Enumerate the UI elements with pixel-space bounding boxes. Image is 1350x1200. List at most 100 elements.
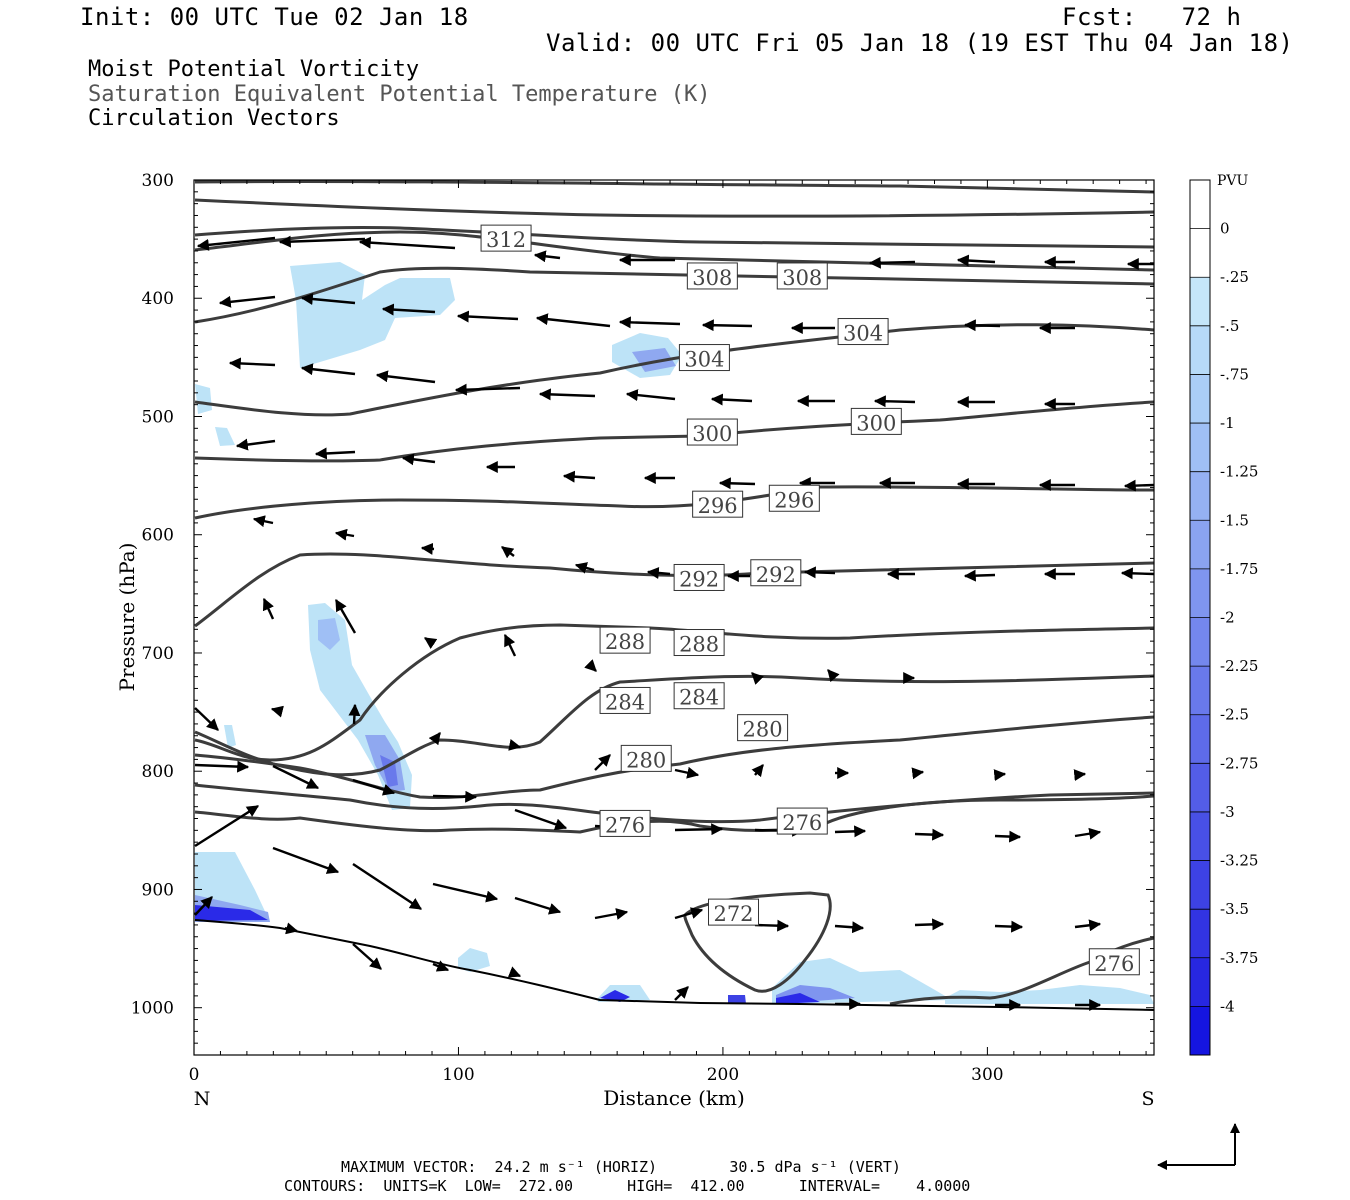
colorbar-level-label: -.25 <box>1220 268 1249 286</box>
contour-label-box <box>737 714 789 742</box>
contour-label: 284 <box>679 686 719 710</box>
colorbar-swatch <box>1190 763 1210 812</box>
contour-label: 288 <box>679 633 719 657</box>
colorbar-swatch <box>1190 423 1210 472</box>
contour-label-box <box>776 807 828 835</box>
colorbar-swatch <box>1190 325 1210 375</box>
vector-scale-arrow <box>1157 1123 1240 1170</box>
contour-label: 276 <box>782 811 822 835</box>
contour-label-box <box>686 262 738 290</box>
colorbar-swatch <box>1190 909 1210 958</box>
contour-label: 280 <box>743 718 783 742</box>
x-axis-right-label: S <box>1141 1088 1154 1110</box>
forecast-hour: Fcst: 72 h <box>1062 3 1242 31</box>
init-time: Init: 00 UTC Tue 02 Jan 18 <box>80 3 469 31</box>
contour-label: 304 <box>843 322 883 346</box>
colorbar-level-label: -.75 <box>1220 365 1249 383</box>
contour-label: 304 <box>684 348 724 372</box>
contour-label-box <box>673 629 725 657</box>
colorbar-level-label: -2 <box>1220 609 1235 627</box>
y-axis-title: Pressure (hPa) <box>115 543 139 692</box>
contour-label-box <box>673 563 725 591</box>
colorbar-level-label: -1.5 <box>1220 511 1249 529</box>
colorbar: PVU 0 -.25 -.5 -.75 -1 -1.25 -1.5 -1.75 -2 -2.25 -2… <box>1189 173 1258 1056</box>
contour-label: 280 <box>626 748 666 772</box>
legend-mpv: Moist Potential Vorticity <box>88 57 420 82</box>
contour-label-box <box>750 559 802 587</box>
contour-label-box <box>599 809 651 837</box>
contour-label: 276 <box>1094 952 1134 976</box>
colorbar-swatch <box>1190 666 1210 715</box>
colorbar-swatch <box>1190 860 1210 910</box>
x-axis-title: Distance (km) <box>603 1086 745 1110</box>
contour-label: 276 <box>605 813 645 837</box>
contour-label: 272 <box>713 902 753 926</box>
colorbar-level-label: -3.5 <box>1220 900 1249 918</box>
contour-label-box <box>776 262 828 290</box>
contour-label: 292 <box>756 563 796 587</box>
contour-label-box <box>692 490 744 518</box>
y-tick-label: 900 <box>142 880 174 900</box>
y-tick-label: 700 <box>142 644 174 664</box>
colorbar-swatch <box>1190 617 1210 667</box>
contour-label: 288 <box>605 630 645 654</box>
colorbar-swatch <box>1190 228 1210 278</box>
y-tick-label: 500 <box>142 407 174 427</box>
contour-label-box <box>708 898 760 926</box>
y-tick-label: 400 <box>142 289 174 309</box>
contour-label: 296 <box>774 488 814 512</box>
contour-label: 300 <box>692 422 732 446</box>
colorbar-level-label: -1 <box>1220 414 1235 432</box>
colorbar-swatch <box>1190 568 1210 618</box>
x-tick-label: 0 <box>189 1065 200 1085</box>
colorbar-level-label: 0 <box>1220 220 1230 238</box>
contour-label: 284 <box>605 690 645 714</box>
y-tick-label: 1000 <box>131 999 174 1019</box>
contour-label-box <box>678 344 730 372</box>
colorbar-swatch <box>1190 374 1210 424</box>
contour-label: 300 <box>856 411 896 435</box>
colorbar-level-label: -1.25 <box>1220 463 1258 481</box>
legend-vectors: Circulation Vectors <box>88 106 340 131</box>
contour-label-box <box>1088 948 1140 976</box>
colorbar-level-label: -3.75 <box>1220 949 1258 967</box>
terrain-line <box>194 919 1155 1011</box>
contour-label-box <box>480 224 532 252</box>
contour-label-box <box>768 484 820 512</box>
x-tick-label: 200 <box>707 1065 739 1085</box>
colorbar-swatch <box>1190 277 1210 326</box>
colorbar-level-label: -3.25 <box>1220 852 1258 870</box>
contour-label: 312 <box>486 228 526 252</box>
colorbar-swatch <box>1190 520 1210 569</box>
y-tick-label: 300 <box>142 171 174 191</box>
colorbar-level-label: -2.25 <box>1220 657 1258 675</box>
colorbar-level-label: -3 <box>1220 803 1235 821</box>
valid-time: Valid: 00 UTC Fri 05 Jan 18 (19 EST Thu … <box>546 29 1294 57</box>
colorbar-level-label: -.5 <box>1220 317 1239 335</box>
contour-label-box <box>850 407 902 435</box>
colorbar-level-label: -2.5 <box>1220 706 1249 724</box>
contour-label-box <box>686 418 738 446</box>
contour-label: 308 <box>782 266 822 290</box>
y-tick-label: 600 <box>142 526 174 546</box>
contour-label-box <box>620 744 672 772</box>
colorbar-level-label: -4 <box>1220 997 1235 1015</box>
contour-label-box <box>599 626 651 654</box>
x-tick-label: 300 <box>971 1065 1003 1085</box>
legend-theta-es: Saturation Equivalent Potential Temperat… <box>88 82 711 107</box>
contour-labels: 312 308 308 304 304 300 300 296 296 292 292 288 288 2… <box>480 224 1140 976</box>
contour-label-box <box>673 682 725 710</box>
y-tick-label: 800 <box>142 762 174 782</box>
colorbar-swatch <box>1190 471 1210 521</box>
contour-label: 292 <box>679 567 719 591</box>
contour-label-box <box>837 318 889 346</box>
max-vector-note: MAXIMUM VECTOR: 24.2 m s⁻¹ (HORIZ) 30.5 … <box>341 1158 901 1176</box>
colorbar-swatch <box>1190 180 1210 229</box>
colorbar-level-label: -1.75 <box>1220 560 1258 578</box>
colorbar-swatch <box>1190 1006 1210 1055</box>
contour-label: 308 <box>692 266 732 290</box>
colorbar-swatch <box>1190 957 1210 1007</box>
contour-label-box <box>599 686 651 714</box>
contour-label: 296 <box>698 494 738 518</box>
